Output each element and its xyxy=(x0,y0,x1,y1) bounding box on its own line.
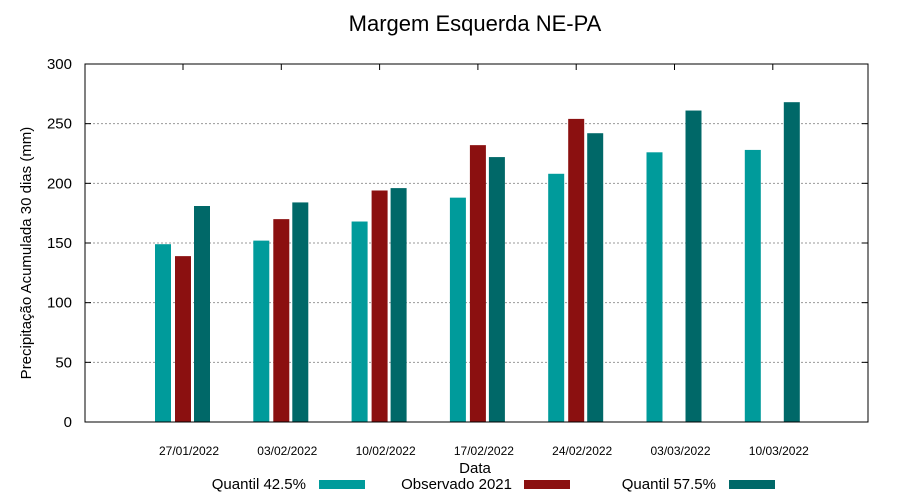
x-tick-label: 03/02/2022 xyxy=(257,444,317,458)
bar-observado-2021-2 xyxy=(371,190,388,422)
bar-quantil-57-5--2 xyxy=(390,188,407,422)
legend-label: Observado 2021 xyxy=(401,476,512,493)
bar-quantil-57-5--0 xyxy=(194,206,210,422)
x-tick-label: 03/03/2022 xyxy=(650,444,710,458)
x-tick-label: 17/02/2022 xyxy=(454,444,514,458)
bar-quantil-42-5--4 xyxy=(548,173,565,422)
y-axis-label: Precipitação Acumulada 30 dias (mm) xyxy=(18,127,35,380)
bar-observado-2021-3 xyxy=(469,145,486,422)
bar-observado-2021-0 xyxy=(175,256,191,422)
bar-quantil-42-5--0 xyxy=(155,244,171,422)
legend-swatch xyxy=(319,480,365,489)
bars-layer xyxy=(155,102,800,423)
chart-title: Margem Esquerda NE-PA xyxy=(349,11,602,36)
bar-quantil-42-5--1 xyxy=(253,240,270,422)
x-tick-label: 10/03/2022 xyxy=(749,444,809,458)
ticks-layer: 0 50 100 150 200 250 300 27/01/2022 03/02/2022 10… xyxy=(47,56,868,458)
x-tick-label: 27/01/2022 xyxy=(159,444,219,458)
x-tick-label: 10/02/2022 xyxy=(356,444,416,458)
x-tick-label: 24/02/2022 xyxy=(552,444,612,458)
bar-quantil-57-5--3 xyxy=(488,157,505,422)
bar-quantil-57-5--1 xyxy=(292,202,309,422)
legend-label: Quantil 42.5% xyxy=(212,476,306,493)
y-tick-label: 50 xyxy=(55,354,72,371)
y-tick-label: 200 xyxy=(47,175,72,192)
legend-swatch xyxy=(729,480,775,489)
y-tick-label: 0 xyxy=(64,414,72,431)
legend: Quantil 42.5% Observado 2021 Quantil 57.5% xyxy=(212,476,775,493)
x-axis-label: Data xyxy=(459,460,491,477)
legend-label: Quantil 57.5% xyxy=(622,476,716,493)
bar-quantil-57-5--5 xyxy=(685,110,702,422)
y-tick-label: 100 xyxy=(47,295,72,312)
legend-swatch xyxy=(524,480,570,489)
y-tick-label: 300 xyxy=(47,56,72,73)
grid-layer xyxy=(85,123,868,363)
bar-quantil-42-5--6 xyxy=(744,149,761,423)
y-tick-label: 250 xyxy=(47,116,72,133)
bar-quantil-57-5--4 xyxy=(587,133,604,423)
bar-observado-2021-1 xyxy=(273,219,290,422)
bar-observado-2021-4 xyxy=(568,118,585,422)
bar-quantil-42-5--3 xyxy=(449,197,466,422)
bar-quantil-57-5--6 xyxy=(783,102,800,422)
y-tick-label: 150 xyxy=(47,235,72,252)
bar-quantil-42-5--2 xyxy=(351,221,368,422)
bar-quantil-42-5--5 xyxy=(646,152,663,422)
